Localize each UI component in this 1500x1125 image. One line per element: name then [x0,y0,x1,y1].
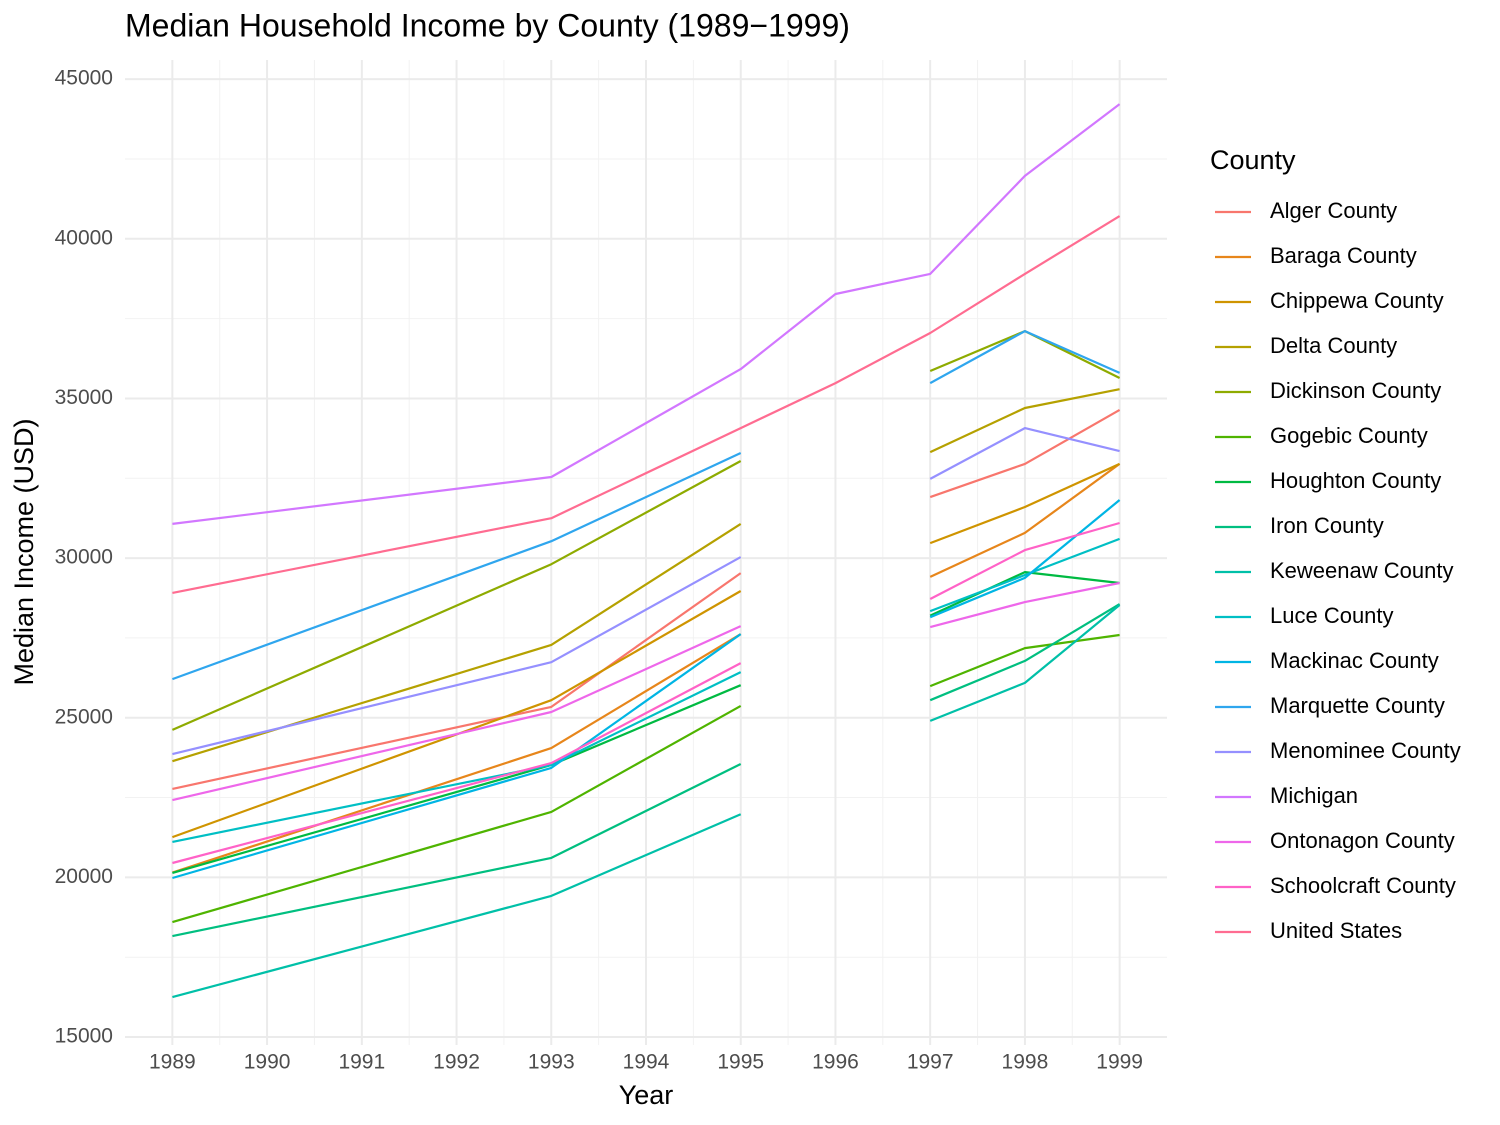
series-line [172,499,1121,880]
x-tick-label: 1994 [623,1051,670,1074]
y-tick-label: 30000 [55,546,113,569]
y-tick-label: 15000 [55,1025,113,1048]
legend-label: Gogebic County [1270,423,1428,448]
x-tick-label: 1992 [433,1051,480,1074]
legend-label: Chippewa County [1270,288,1444,313]
y-tick-label: 45000 [55,67,113,90]
series-line [172,604,1121,999]
series-line [172,603,1121,938]
grid [125,60,1167,1045]
x-tick-label: 1998 [1002,1051,1049,1074]
x-tick-label: 1996 [812,1051,859,1074]
series-line [172,521,1120,865]
legend-label: Iron County [1270,513,1384,538]
series-line [172,103,1121,525]
series-line [172,581,1120,802]
y-tick-label: 40000 [55,226,113,249]
legend-label: Keweenaw County [1270,558,1453,583]
legend-label: Dickinson County [1270,378,1441,403]
legend-label: Luce County [1270,603,1394,628]
x-tick-label: 1997 [907,1051,954,1074]
series-line [172,462,1121,839]
series-line [172,537,1120,843]
legend-label: Houghton County [1270,468,1441,493]
y-tick-label: 25000 [55,705,113,728]
series-line [172,408,1121,790]
legend-label: Schoolcraft County [1270,873,1456,898]
legend-label: United States [1270,918,1402,943]
series-line [172,633,1120,924]
x-tick-label: 1991 [338,1051,385,1074]
y-axis-title: Median Income (USD) [9,418,39,685]
legend-label: Marquette County [1270,693,1445,718]
legend-label: Delta County [1270,333,1397,358]
legend-label: Michigan [1270,783,1358,808]
legend-title: County [1210,145,1296,175]
x-tick-label: 1995 [717,1051,764,1074]
legend-label: Alger County [1270,198,1397,223]
x-tick-label: 1989 [149,1051,196,1074]
x-tick-label: 1999 [1096,1051,1143,1074]
x-tick-label: 1993 [528,1051,575,1074]
series-line [172,330,1121,681]
legend-label: Menominee County [1270,738,1461,763]
legend-label: Baraga County [1270,243,1417,268]
legend-label: Ontonagon County [1270,828,1455,853]
legend-label: Mackinac County [1270,648,1439,673]
x-tick-label: 1990 [244,1051,291,1074]
x-axis-title: Year [619,1080,674,1110]
series-line [172,463,1121,874]
series-line [172,427,1120,756]
chart-title: Median Household Income by County (1989−… [125,7,850,43]
y-tick-label: 20000 [55,865,113,888]
series-line [172,215,1121,594]
y-tick-label: 35000 [55,386,113,409]
